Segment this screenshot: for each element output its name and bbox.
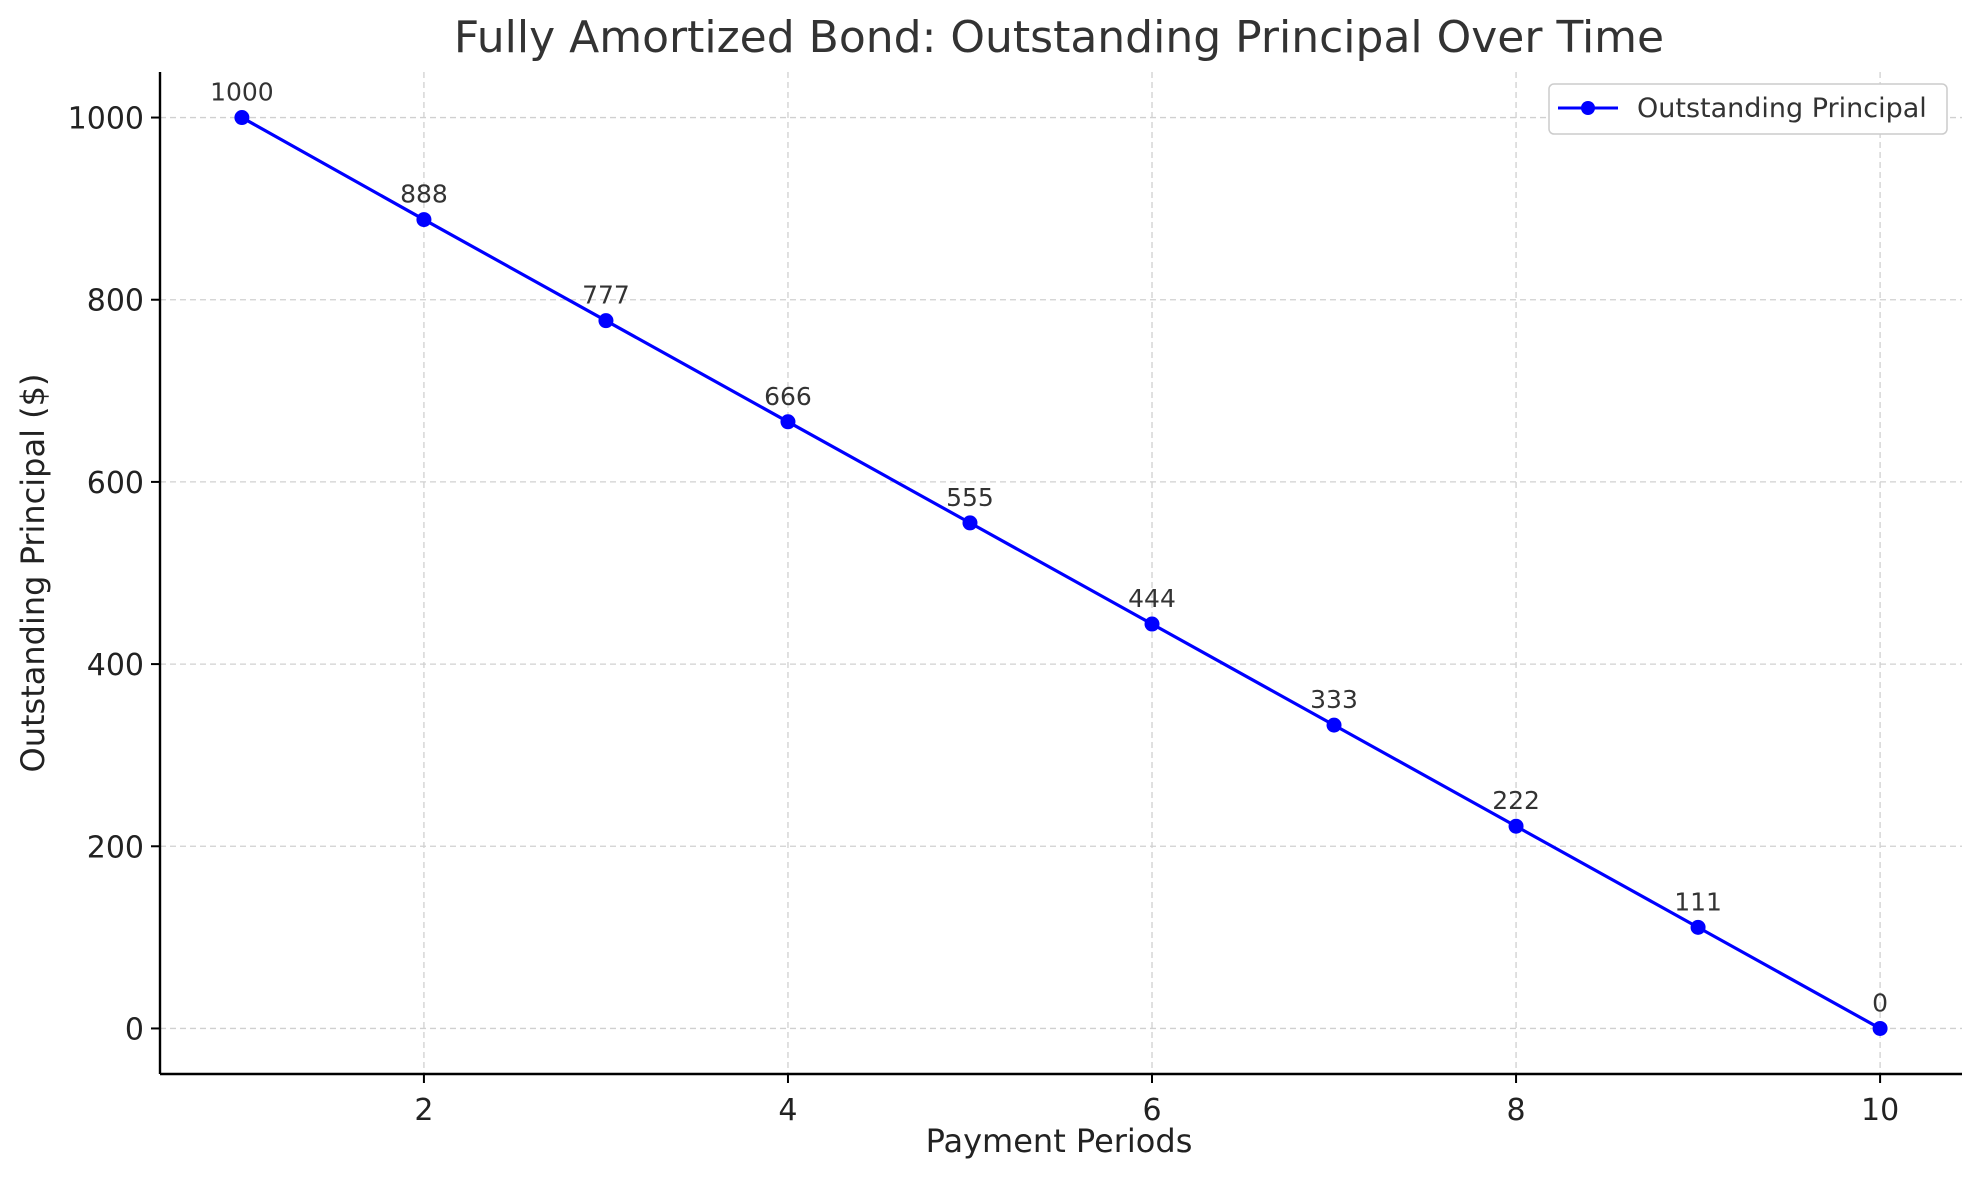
y-tick-label: 600 — [87, 466, 144, 501]
data-point-label: 111 — [1674, 887, 1722, 916]
x-axis-label: Payment Periods — [926, 1122, 1193, 1160]
y-tick-label: 0 — [125, 1012, 144, 1047]
legend: Outstanding Principal — [1548, 83, 1948, 135]
data-point — [416, 212, 432, 228]
data-point-label: 777 — [582, 281, 630, 310]
y-tick-label: 800 — [87, 284, 144, 319]
data-point-label: 666 — [764, 382, 812, 411]
axes — [158, 72, 1962, 1076]
y-axis-label: Outstanding Principal ($) — [14, 374, 52, 773]
axis-ticks: 2 4 6 8 10 0 200 400 600 800 1000 — [68, 102, 1900, 1128]
legend-box — [1548, 83, 1948, 135]
data-point-label: 0 — [1872, 988, 1888, 1017]
y-tick-label: 200 — [87, 830, 144, 865]
data-point-label: 222 — [1492, 786, 1540, 815]
x-tick-label: 10 — [1861, 1093, 1899, 1128]
data-point — [780, 414, 796, 430]
data-point — [1144, 616, 1160, 632]
data-point — [598, 313, 614, 329]
legend-label: Outstanding Principal — [1637, 93, 1927, 124]
data-labels: 1000 888 777 666 555 444 333 222 111 0 — [210, 78, 1888, 1018]
y-tick-label: 400 — [87, 648, 144, 683]
data-point-label: 1000 — [210, 78, 274, 107]
data-point — [1326, 717, 1342, 733]
legend-point-marker — [1581, 101, 1595, 115]
data-point — [234, 110, 250, 126]
grid-lines — [160, 72, 1962, 1074]
y-tick-label: 1000 — [68, 102, 144, 137]
x-tick-label: 2 — [414, 1093, 433, 1128]
x-tick-label: 8 — [1507, 1093, 1526, 1128]
x-tick-label: 6 — [1142, 1093, 1161, 1128]
series-line — [241, 116, 1881, 1030]
series-layer — [234, 110, 1888, 1036]
chart-title: Fully Amortized Bond: Outstanding Princi… — [454, 12, 1664, 63]
x-tick-label: 4 — [778, 1093, 797, 1128]
data-point-label: 888 — [400, 180, 448, 209]
data-point — [1508, 818, 1524, 834]
data-point-label: 555 — [946, 483, 994, 512]
data-point-label: 444 — [1128, 584, 1176, 613]
data-point — [1872, 1020, 1888, 1036]
data-point — [1690, 919, 1706, 935]
data-point — [962, 515, 978, 531]
data-point-label: 333 — [1310, 685, 1358, 714]
